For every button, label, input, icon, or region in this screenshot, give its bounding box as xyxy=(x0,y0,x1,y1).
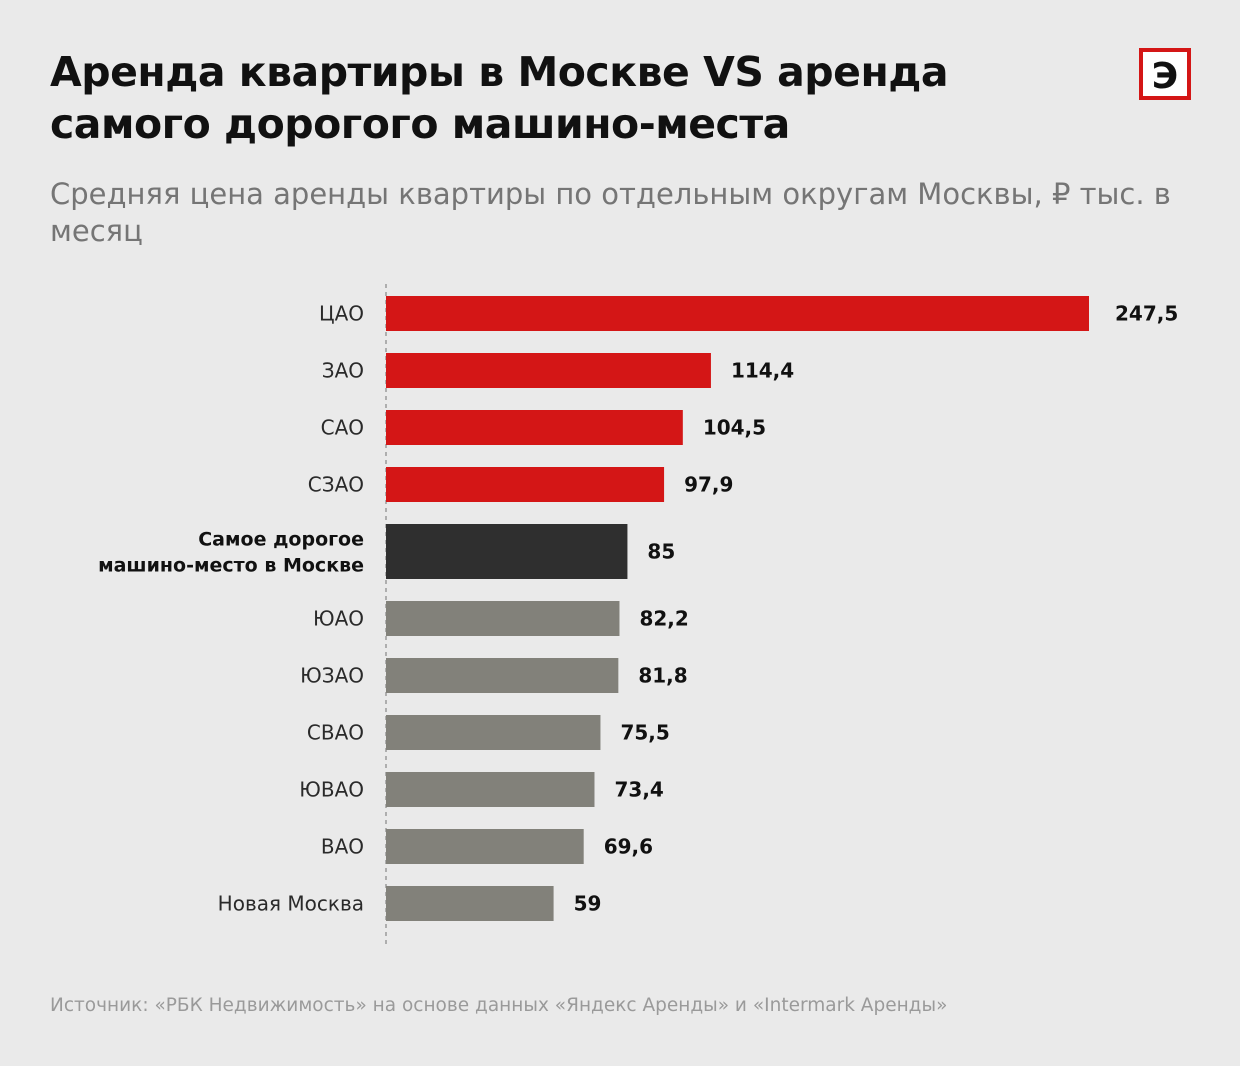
category-label-5: Самое дорогое машино-место в Москве xyxy=(98,529,364,577)
bar-1 xyxy=(386,296,1089,331)
value-label-1: 247,5 xyxy=(1115,302,1178,326)
category-label-7: ЮЗАО xyxy=(300,664,364,688)
logo-letter: Э xyxy=(1152,56,1178,97)
chart-title: Аренда квартиры в Москве VS аренда самог… xyxy=(50,48,949,148)
category-label-11: Новая Москва xyxy=(218,892,364,916)
category-label-3: САО xyxy=(321,416,364,440)
bar-11 xyxy=(386,886,554,921)
bar-3 xyxy=(386,410,683,445)
publisher-logo: Э xyxy=(1139,48,1191,100)
category-label-6: ЮАО xyxy=(313,607,364,631)
bar-8 xyxy=(386,715,601,750)
value-label-4: 97,9 xyxy=(684,473,733,497)
value-label-9: 73,4 xyxy=(614,778,663,802)
bar-10 xyxy=(386,829,584,864)
value-label-7: 81,8 xyxy=(638,664,687,688)
category-label-8: СВАО xyxy=(307,721,364,745)
value-label-6: 82,2 xyxy=(639,607,688,631)
category-label-2: ЗАО xyxy=(322,359,364,383)
value-label-8: 75,5 xyxy=(620,721,669,745)
category-label-1: ЦАО xyxy=(319,302,364,326)
bar-6 xyxy=(386,601,620,636)
value-label-11: 59 xyxy=(574,892,602,916)
bar-2 xyxy=(386,353,711,388)
bar-7 xyxy=(386,658,619,693)
bar-4 xyxy=(386,467,665,502)
category-label-9: ЮВАО xyxy=(299,778,364,802)
bar-5 xyxy=(386,524,628,579)
category-label-10: ВАО xyxy=(321,835,364,859)
source-note: Источник: «РБК Недвижимость» на основе д… xyxy=(50,995,948,1016)
chart-subtitle: Средняя цена аренды квартиры по отдельны… xyxy=(50,177,1171,248)
bar-9 xyxy=(386,772,595,807)
category-label-4: СЗАО xyxy=(308,473,364,497)
bar-chart: ЦАО 247,5 ЗАО 114,4 САО 104,5 СЗАО 97,9 Самое до… xyxy=(98,284,1178,947)
value-label-5: 85 xyxy=(647,540,675,564)
value-label-3: 104,5 xyxy=(703,416,766,440)
value-label-10: 69,6 xyxy=(604,835,653,859)
value-label-2: 114,4 xyxy=(731,359,794,383)
